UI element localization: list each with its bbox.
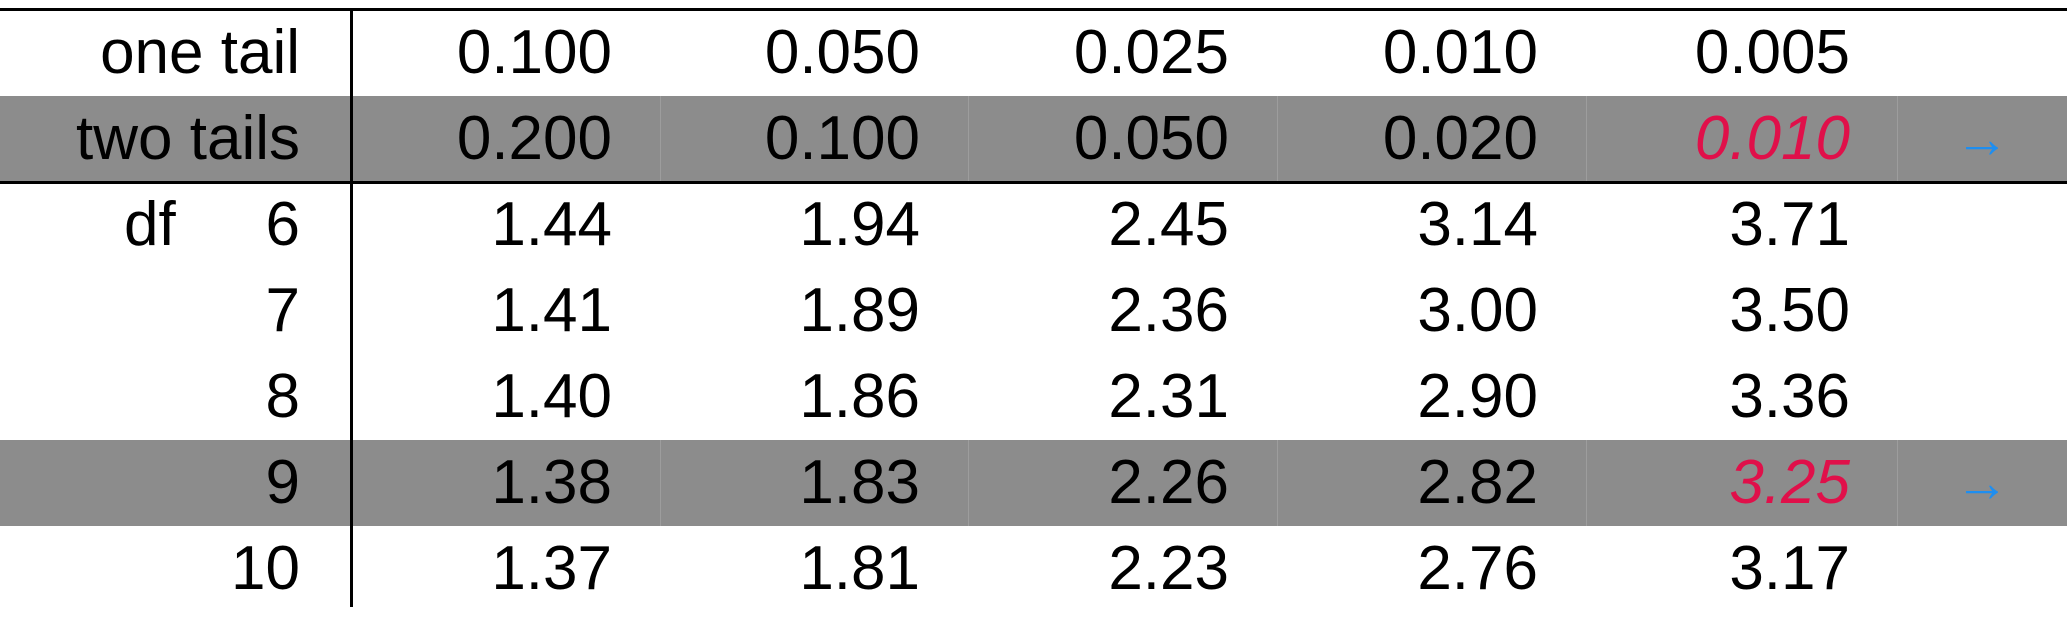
table-row: 7 1.41 1.89 2.36 3.00 3.50 xyxy=(0,268,2067,354)
two-tails-cell: 0.020 xyxy=(1277,96,1586,182)
highlighted-two-tails-cell: 0.010 xyxy=(1586,96,1897,182)
right-arrow-icon: → xyxy=(1897,96,2067,182)
header-row-one-tail: one tail 0.100 0.050 0.025 0.010 0.005 xyxy=(0,10,2067,96)
header-row-two-tails: two tails 0.200 0.100 0.050 0.020 0.010 … xyxy=(0,96,2067,182)
critical-value-cell: 1.83 xyxy=(660,440,968,526)
critical-value-cell: 1.86 xyxy=(799,362,920,431)
df-value: 9 xyxy=(0,440,352,526)
table-row: df 6 1.44 1.94 2.45 3.14 3.71 xyxy=(0,182,2067,268)
highlighted-table-row: 9 1.38 1.83 2.26 2.82 3.25 → xyxy=(0,440,2067,526)
critical-value-cell: 3.00 xyxy=(1417,276,1538,345)
right-arrow-icon: → xyxy=(1897,440,2067,526)
critical-value-cell: 2.31 xyxy=(1108,362,1229,431)
critical-value-cell: 1.44 xyxy=(491,190,612,259)
critical-value-cell: 3.14 xyxy=(1417,190,1538,259)
one-tail-cell: 0.010 xyxy=(1382,18,1538,87)
critical-value-cell: 1.38 xyxy=(352,440,660,526)
one-tail-cell: 0.005 xyxy=(1694,18,1850,87)
one-tail-cell: 0.050 xyxy=(764,18,920,87)
row-label-two-tails: two tails xyxy=(0,96,352,182)
df-value: 6 xyxy=(265,190,300,259)
df-value: 8 xyxy=(265,362,300,431)
table-row: 10 1.37 1.81 2.23 2.76 3.17 xyxy=(0,526,2067,612)
critical-value-cell: 2.76 xyxy=(1417,534,1538,603)
critical-value-cell: 2.23 xyxy=(1108,534,1229,603)
one-tail-cell: 0.025 xyxy=(1073,18,1229,87)
critical-value-cell: 2.45 xyxy=(1108,190,1229,259)
two-tails-cell: 0.050 xyxy=(968,96,1277,182)
two-tails-cell: 0.100 xyxy=(660,96,968,182)
table-row: 8 1.40 1.86 2.31 2.90 3.36 xyxy=(0,354,2067,440)
critical-value-cell: 3.36 xyxy=(1729,362,1850,431)
header-rule xyxy=(0,181,2067,184)
df-label: df xyxy=(124,190,176,259)
highlighted-critical-value-cell: 3.25 xyxy=(1586,440,1897,526)
critical-value-cell: 1.81 xyxy=(799,534,920,603)
critical-value-cell: 1.41 xyxy=(491,276,612,345)
critical-value-cell: 3.50 xyxy=(1729,276,1850,345)
critical-value-cell: 3.17 xyxy=(1729,534,1850,603)
two-tails-cell: 0.200 xyxy=(352,96,660,182)
critical-value-cell: 2.26 xyxy=(968,440,1277,526)
critical-value-cell: 1.40 xyxy=(491,362,612,431)
critical-value-cell: 2.36 xyxy=(1108,276,1229,345)
critical-value-cell: 1.89 xyxy=(799,276,920,345)
critical-value-cell: 2.82 xyxy=(1277,440,1586,526)
critical-value-cell: 1.37 xyxy=(491,534,612,603)
one-tail-cell: 0.100 xyxy=(456,18,612,87)
critical-value-cell: 1.94 xyxy=(799,190,920,259)
df-value: 7 xyxy=(265,276,300,345)
critical-value-cell: 3.71 xyxy=(1729,190,1850,259)
row-label-one-tail: one tail xyxy=(100,18,300,87)
column-divider xyxy=(350,10,353,607)
critical-value-cell: 2.90 xyxy=(1417,362,1538,431)
top-rule xyxy=(0,8,2067,11)
df-value: 10 xyxy=(231,534,300,603)
